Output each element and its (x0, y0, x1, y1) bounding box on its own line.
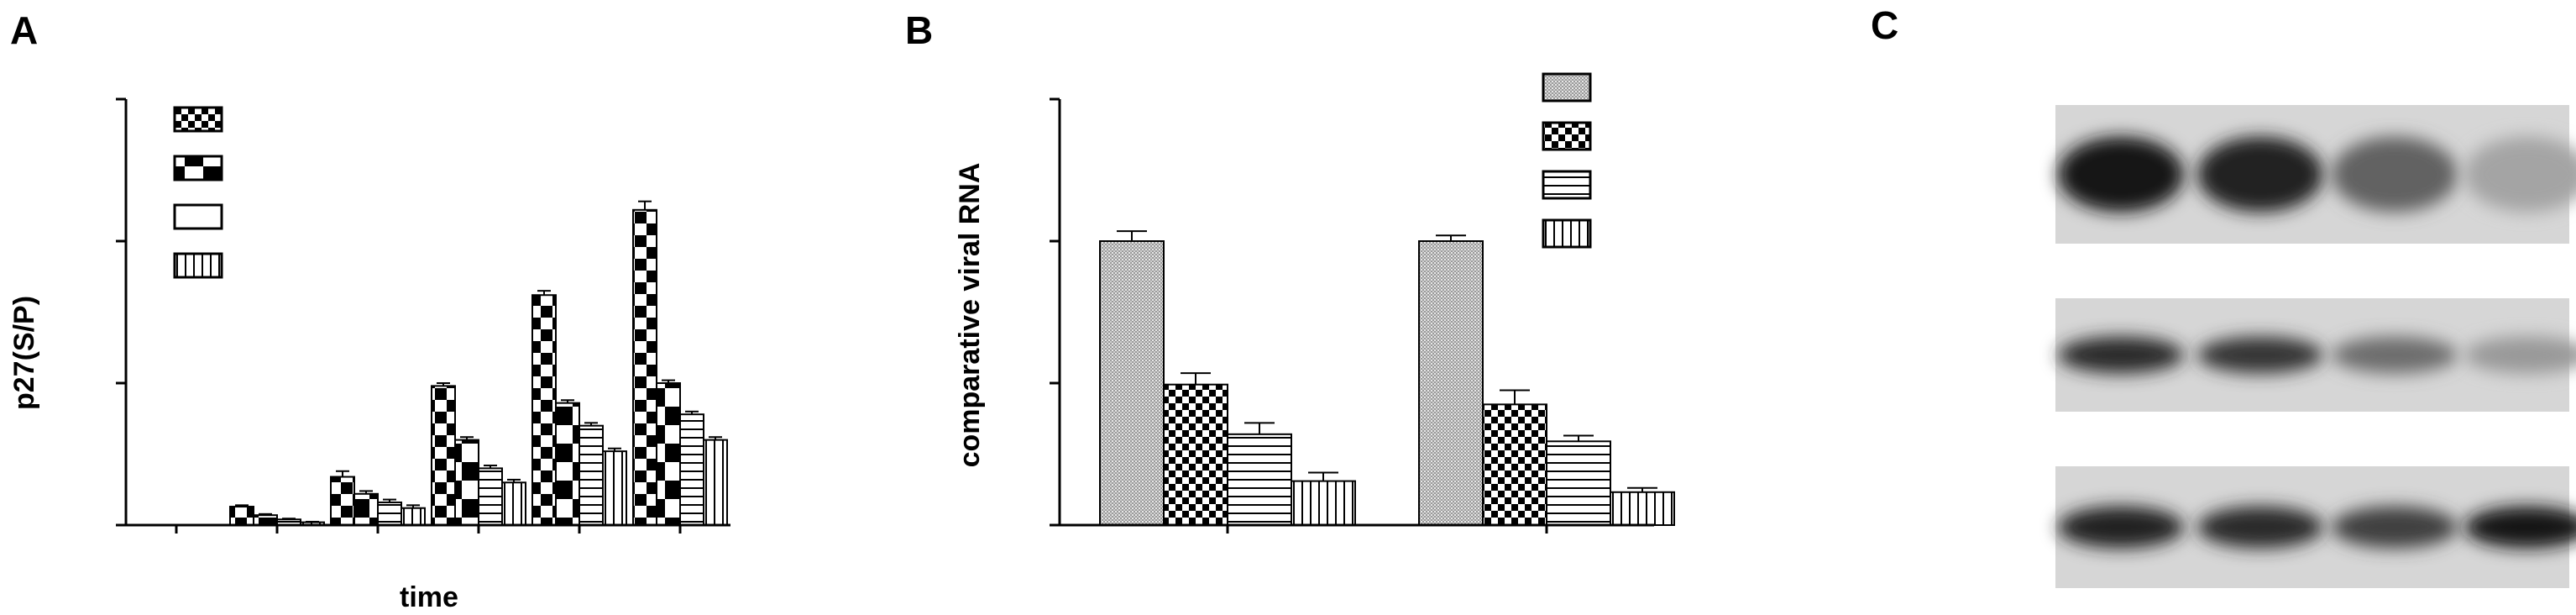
bar (602, 450, 627, 526)
bar (330, 476, 355, 526)
chart-b-bars (1099, 230, 1675, 527)
chart-b-legend (1542, 72, 1592, 249)
blot-band (2464, 136, 2576, 213)
bar (401, 507, 426, 526)
blot-band (2197, 506, 2323, 549)
legend-swatch (173, 252, 223, 279)
chart-a-ylabel: p27(S/P) (8, 296, 40, 410)
bar (1163, 383, 1228, 526)
bar (531, 294, 557, 526)
bar (454, 439, 479, 526)
bar (632, 208, 657, 526)
panel-letter-a: A (10, 8, 38, 52)
bar (555, 402, 580, 526)
bar (1291, 480, 1356, 526)
blot-band (2464, 506, 2576, 549)
chart-b-axes (1050, 97, 1654, 534)
blot-row-fps (2055, 298, 2576, 412)
bar (579, 424, 604, 527)
chart-a: time p27(S/P) (8, 97, 730, 613)
legend-swatch (1542, 72, 1592, 102)
blot-row-beta-actin (2055, 466, 2576, 588)
chart-a-xlabel: time (400, 581, 458, 613)
bar (377, 501, 402, 527)
bar (656, 382, 681, 526)
bar (1099, 240, 1165, 526)
blot-band (2332, 506, 2458, 549)
blot-band (2197, 136, 2323, 213)
bar (1610, 491, 1675, 526)
blot-band (2058, 336, 2184, 374)
bar (679, 413, 704, 526)
bar (253, 514, 278, 526)
western-blot (2055, 105, 2576, 588)
blot-band (2332, 136, 2458, 213)
legend-swatch (173, 203, 223, 230)
blot-band (2058, 136, 2184, 213)
bar (478, 467, 503, 527)
chart-a-legend (173, 106, 223, 279)
legend-swatch (1542, 170, 1592, 200)
blot-band (2332, 336, 2458, 374)
bar (703, 439, 728, 526)
bar (1418, 240, 1484, 526)
blot-band (2464, 336, 2576, 374)
chart-a-axes (116, 97, 730, 534)
chart-a-bars (229, 200, 728, 527)
legend-swatch (1542, 218, 1592, 249)
bar (431, 385, 456, 526)
bar (501, 481, 526, 526)
bar (1546, 440, 1611, 526)
chart-b-ylabel: comparative viral RNA (954, 163, 986, 468)
panel-letter-c: C (1871, 3, 1898, 47)
legend-swatch (173, 106, 223, 133)
blot-band (2197, 336, 2323, 374)
chart-b: comparative viral RNA (954, 72, 1675, 534)
bar (1227, 433, 1292, 527)
bar (353, 492, 379, 527)
bar (1482, 403, 1547, 526)
legend-swatch (1542, 121, 1592, 151)
panel-letter-b: B (905, 8, 933, 52)
bar (229, 506, 254, 527)
blot-band (2058, 506, 2184, 549)
blot-row-alvj (2055, 105, 2576, 244)
legend-swatch (173, 155, 223, 181)
